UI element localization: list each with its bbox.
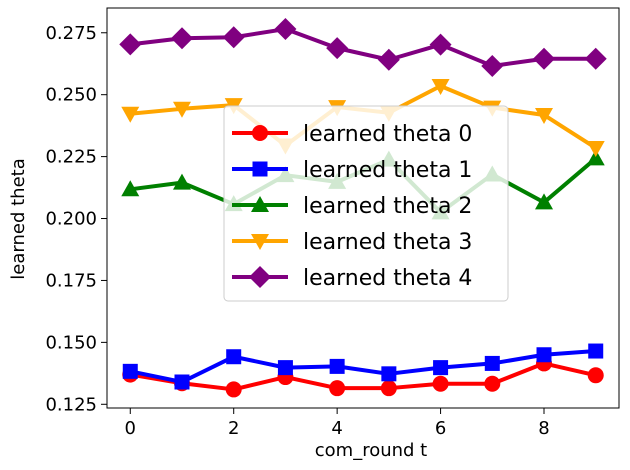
data-point	[225, 381, 242, 398]
data-point	[170, 27, 193, 50]
data-point	[121, 180, 140, 197]
data-point	[533, 47, 556, 70]
data-point	[381, 366, 397, 382]
plot-frame	[106, 7, 620, 409]
data-point	[535, 193, 554, 210]
data-point	[536, 347, 552, 363]
legend-item: learned theta 2	[232, 194, 472, 219]
series-4	[119, 18, 607, 77]
data-point	[586, 149, 605, 166]
legend-box	[223, 105, 509, 302]
data-point	[484, 355, 500, 371]
legend-label: learned theta 0	[303, 122, 472, 147]
data-point	[172, 101, 191, 118]
legend: learned theta 0 learned theta 1 learned th…	[223, 105, 509, 302]
data-point	[481, 54, 504, 77]
data-point	[277, 360, 293, 376]
data-point	[172, 173, 191, 190]
data-point	[432, 375, 449, 392]
legend-label: learned theta 2	[303, 194, 472, 219]
x-tick-label: 6	[435, 418, 446, 439]
data-point	[119, 33, 142, 56]
y-tick-label: 0.225	[45, 147, 97, 168]
y-tick-label: 0.200	[45, 209, 97, 230]
data-point	[122, 363, 138, 379]
data-point	[584, 47, 607, 70]
y-tick-label: 0.175	[45, 270, 97, 291]
data-point	[174, 374, 190, 390]
data-point	[274, 18, 297, 41]
legend-marker	[251, 234, 269, 250]
x-tick-label: 8	[538, 418, 549, 439]
legend-label: learned theta 3	[303, 230, 472, 255]
y-tick-label: 0.150	[45, 332, 97, 353]
y-axis: 0.125 0.150 0.175 0.200 0.225 0.250 0.275	[45, 23, 107, 415]
data-point	[535, 107, 554, 124]
legend-label: learned theta 4	[303, 266, 472, 291]
legend-marker	[251, 196, 269, 212]
y-tick-label: 0.250	[45, 85, 97, 106]
data-point	[586, 140, 605, 157]
data-point	[587, 367, 604, 384]
data-point	[588, 343, 604, 359]
series-1	[122, 343, 604, 390]
data-point	[226, 349, 242, 365]
legend-marker	[249, 266, 271, 288]
legend-marker	[252, 125, 268, 141]
data-point	[484, 375, 501, 392]
series-line	[129, 349, 596, 384]
legend-item: learned theta 3	[232, 230, 472, 255]
x-axis-label: com_round t	[315, 440, 427, 461]
x-tick-label: 2	[228, 418, 239, 439]
data-point	[380, 380, 397, 397]
y-tick-label: 0.275	[45, 23, 97, 44]
data-point	[433, 360, 449, 376]
data-point	[377, 48, 400, 71]
data-point	[222, 26, 245, 49]
legend-marker	[252, 161, 268, 177]
x-tick-label: 4	[331, 418, 342, 439]
data-point	[329, 358, 345, 374]
y-tick-label: 0.125	[45, 394, 97, 415]
legend-item: learned theta 0	[232, 122, 472, 147]
x-axis: 0 2 4 6 8	[125, 408, 550, 439]
series-line	[129, 361, 597, 392]
data-point	[329, 380, 346, 397]
data-point	[121, 106, 140, 123]
data-point	[431, 79, 450, 96]
series-line	[130, 27, 596, 68]
series-0	[122, 355, 604, 398]
data-point	[326, 37, 349, 60]
y-axis-label: learned theta	[8, 158, 29, 279]
x-tick-label: 0	[125, 418, 136, 439]
legend-label: learned theta 1	[303, 158, 472, 183]
data-point	[429, 33, 452, 56]
legend-item: learned theta 4	[232, 266, 472, 291]
legend-item: learned theta 1	[232, 158, 472, 183]
